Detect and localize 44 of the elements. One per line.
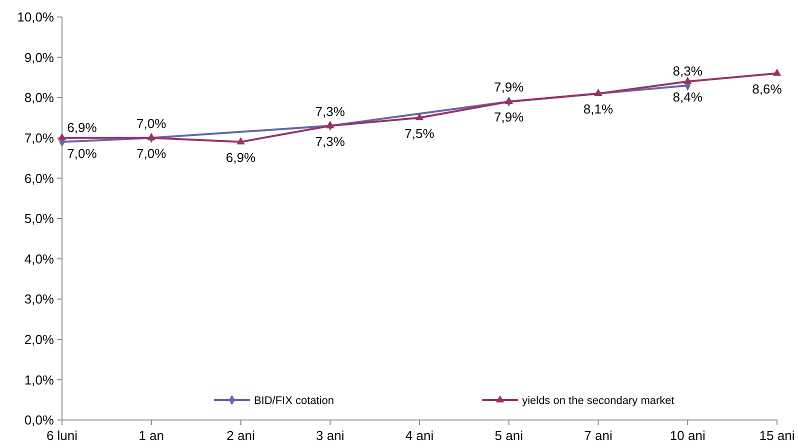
y-tick-label: 5,0% bbox=[24, 211, 54, 226]
point bbox=[415, 112, 424, 120]
point bbox=[504, 96, 514, 104]
x-tick-label: 2 ani bbox=[226, 428, 255, 443]
y-tick-label: 2,0% bbox=[24, 332, 54, 347]
data-label: 8,1% bbox=[583, 102, 614, 117]
data-label: 7,3% bbox=[315, 134, 346, 149]
x-tick-label: 3 ani bbox=[316, 428, 344, 443]
y-tick-label: 7,0% bbox=[24, 130, 54, 146]
data-label: 7,0% bbox=[67, 146, 98, 161]
x-tick-label: 15 ani bbox=[759, 428, 795, 443]
data-label: 8,3% bbox=[672, 64, 703, 79]
data-label: 6,9% bbox=[226, 150, 256, 165]
x-tick-label: 7 ani bbox=[584, 428, 612, 443]
point bbox=[594, 88, 602, 96]
data-label: 8,4% bbox=[672, 89, 703, 104]
point bbox=[772, 68, 782, 76]
y-tick-label: 3,0% bbox=[24, 292, 54, 307]
point bbox=[58, 133, 66, 140]
y-tick-label: 0,0% bbox=[24, 412, 54, 428]
x-tick-label: 10 ani bbox=[670, 428, 706, 443]
x-tick-label: 1 an bbox=[138, 428, 164, 443]
data-label: 8,6% bbox=[752, 81, 782, 96]
x-tick-label: 4 ani bbox=[405, 428, 434, 443]
point bbox=[236, 137, 245, 144]
point bbox=[326, 121, 334, 128]
data-label: 7,3% bbox=[315, 104, 346, 119]
y-tick-label: 1,0% bbox=[24, 372, 54, 388]
x-tick-label: 6 luni bbox=[46, 428, 78, 443]
legend-label: BID/FIX cotation bbox=[254, 394, 334, 407]
y-tick-label: 10,0% bbox=[17, 10, 54, 25]
point bbox=[147, 133, 156, 140]
y-tick-label: 8,0% bbox=[24, 90, 54, 106]
y-tick-label: 6,0% bbox=[24, 170, 54, 186]
data-label: 7,0% bbox=[136, 116, 167, 131]
data-label: 7,9% bbox=[494, 80, 524, 95]
y-tick-label: 9,0% bbox=[24, 50, 54, 65]
legend-label: yields on the secondary market bbox=[522, 394, 674, 407]
data-label: 7,5% bbox=[404, 126, 435, 141]
data-label: 6,9% bbox=[67, 120, 98, 135]
x-tick-label: 5 ani bbox=[494, 428, 524, 443]
y-tick-label: 4,0% bbox=[24, 251, 54, 266]
data-label: 7,9% bbox=[494, 110, 524, 125]
data-label: 7,0% bbox=[136, 146, 167, 161]
